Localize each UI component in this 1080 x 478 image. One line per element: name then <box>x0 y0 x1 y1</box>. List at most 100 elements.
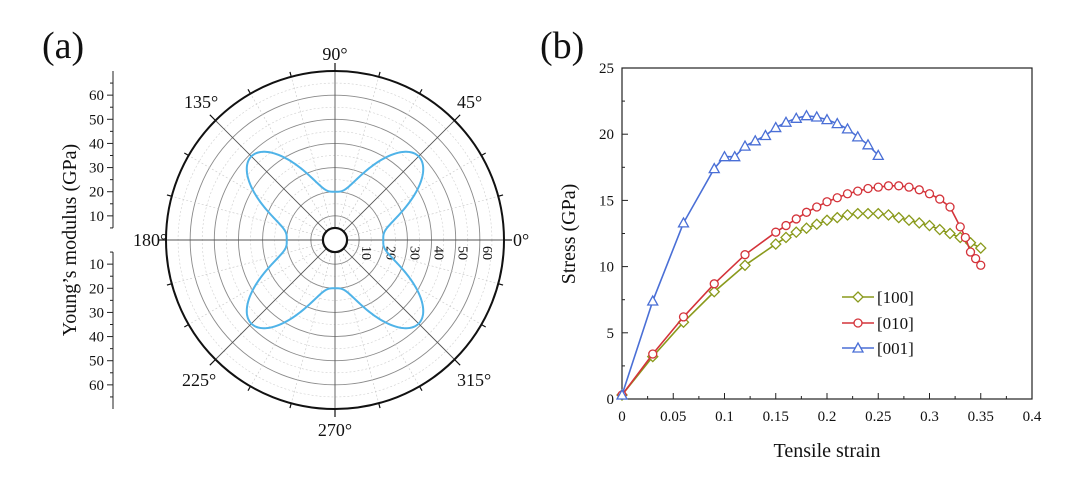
y-tick-label: 5 <box>607 326 615 342</box>
radial-axis-tick-label: 20 <box>89 185 104 201</box>
angle-label-315: 315° <box>457 370 491 390</box>
data-point <box>648 349 658 359</box>
data-point <box>646 294 659 306</box>
panel-a-label: (a) <box>42 25 84 67</box>
data-point <box>800 222 813 235</box>
polar-angle-tick <box>454 114 461 121</box>
data-point <box>842 189 853 199</box>
y-tick-label: 25 <box>599 61 614 77</box>
polar-angle-tick <box>247 89 252 94</box>
legend-label-100: [100] <box>877 288 914 307</box>
polar-axis-title: Young’s modulus (GPa) <box>59 144 81 336</box>
data-point <box>738 139 752 151</box>
data-point <box>883 181 894 191</box>
data-point <box>974 242 987 254</box>
polar-angle-tick <box>454 359 461 366</box>
data-point <box>960 232 971 243</box>
angle-label-135: 135° <box>184 92 218 112</box>
data-point <box>923 219 936 232</box>
angle-label-45: 45° <box>457 92 482 112</box>
data-point <box>872 149 885 161</box>
x-tick-label: 0.1 <box>715 409 734 425</box>
legend-label-001: [001] <box>877 339 914 358</box>
panel-b-label: (b) <box>540 25 584 67</box>
polar-grid-spoke <box>346 195 499 238</box>
data-point <box>740 250 750 260</box>
data-point <box>739 259 751 272</box>
polar-radial-tick-label: 30 <box>406 246 421 260</box>
radial-axis-tick-label: 20 <box>89 281 104 297</box>
polar-grid-spoke <box>343 120 455 232</box>
data-point <box>904 182 914 192</box>
polar-angle-tick <box>166 283 172 286</box>
data-point <box>832 193 842 203</box>
data-point <box>976 260 986 270</box>
polar-grid-spoke <box>337 76 380 229</box>
data-point <box>882 209 895 221</box>
data-point <box>841 209 854 221</box>
data-point <box>791 214 801 224</box>
polar-grid-spoke <box>290 251 333 404</box>
radial-axis-tick-label: 10 <box>89 257 104 273</box>
y-tick-label: 10 <box>599 260 614 276</box>
data-point <box>924 189 935 199</box>
data-point <box>863 183 873 194</box>
data-point <box>779 115 793 127</box>
data-point <box>708 162 721 174</box>
polar-radial-tick-label: 10 <box>358 246 373 260</box>
x-tick-label: 0 <box>618 409 626 425</box>
data-point <box>708 285 721 298</box>
data-point <box>841 122 854 134</box>
data-point <box>790 111 803 123</box>
angle-label-0: 0° <box>513 230 529 250</box>
polar-grid: 10 20 30 40 50 60 <box>158 63 512 417</box>
series-group <box>615 109 987 401</box>
polar-curve-line <box>245 150 425 330</box>
data-point <box>873 182 883 192</box>
polar-series <box>245 150 425 330</box>
angle-label-225: 225° <box>182 370 216 390</box>
polar-grid-spoke <box>290 76 333 229</box>
radial-axis-tick-label: 50 <box>89 354 104 370</box>
data-point <box>821 214 833 227</box>
data-point <box>853 186 863 196</box>
radial-axis-tick-label: 10 <box>89 209 104 225</box>
data-point <box>861 138 875 150</box>
data-point <box>872 207 885 220</box>
x-tick-label: 0.3 <box>920 409 939 425</box>
polar-angle-tick <box>247 386 252 391</box>
polar-inner-ring <box>321 226 349 254</box>
polar-radial-tick-label: 40 <box>431 246 446 260</box>
data-point <box>728 150 741 162</box>
data-point <box>781 220 791 231</box>
data-point <box>810 110 823 122</box>
polar-grid-spoke <box>171 242 324 285</box>
radial-axis-tick-label: 40 <box>89 136 104 152</box>
y-tick-label: 20 <box>599 127 614 143</box>
legend-marker <box>852 291 864 303</box>
data-point <box>677 216 690 228</box>
data-point <box>892 211 905 224</box>
data-point <box>709 279 719 289</box>
polar-grid-spoke <box>171 195 324 238</box>
x-tick-label: 0.15 <box>763 409 789 425</box>
x-tick-label: 0.05 <box>660 409 686 425</box>
polar-angle-labels: 0° 45° 90° 135° 180° 225° 270° 315° <box>133 44 529 440</box>
legend-label-010: [010] <box>877 314 914 333</box>
axes-ticks: 0 0.05 0.1 0.15 0.2 0.25 0.3 0.35 0.4 0 5 10 15 20 25 <box>599 61 1042 425</box>
data-point <box>810 218 823 231</box>
polar-angle-tick <box>209 359 216 366</box>
series-2 <box>615 109 885 400</box>
angle-label-270: 270° <box>318 420 352 440</box>
data-point <box>615 388 629 400</box>
radial-axis-tick-label: 60 <box>89 88 104 104</box>
legend: [100] [010] [001] <box>842 288 914 358</box>
data-point <box>801 207 812 217</box>
polar-angle-tick <box>378 403 381 409</box>
polar-radial-tick-label: 50 <box>455 246 470 260</box>
polar-angle-tick <box>184 152 189 157</box>
data-point <box>851 130 864 142</box>
data-point <box>771 227 781 237</box>
radial-axis-tick-label: 60 <box>89 378 104 394</box>
polar-angle-tick <box>184 323 189 328</box>
